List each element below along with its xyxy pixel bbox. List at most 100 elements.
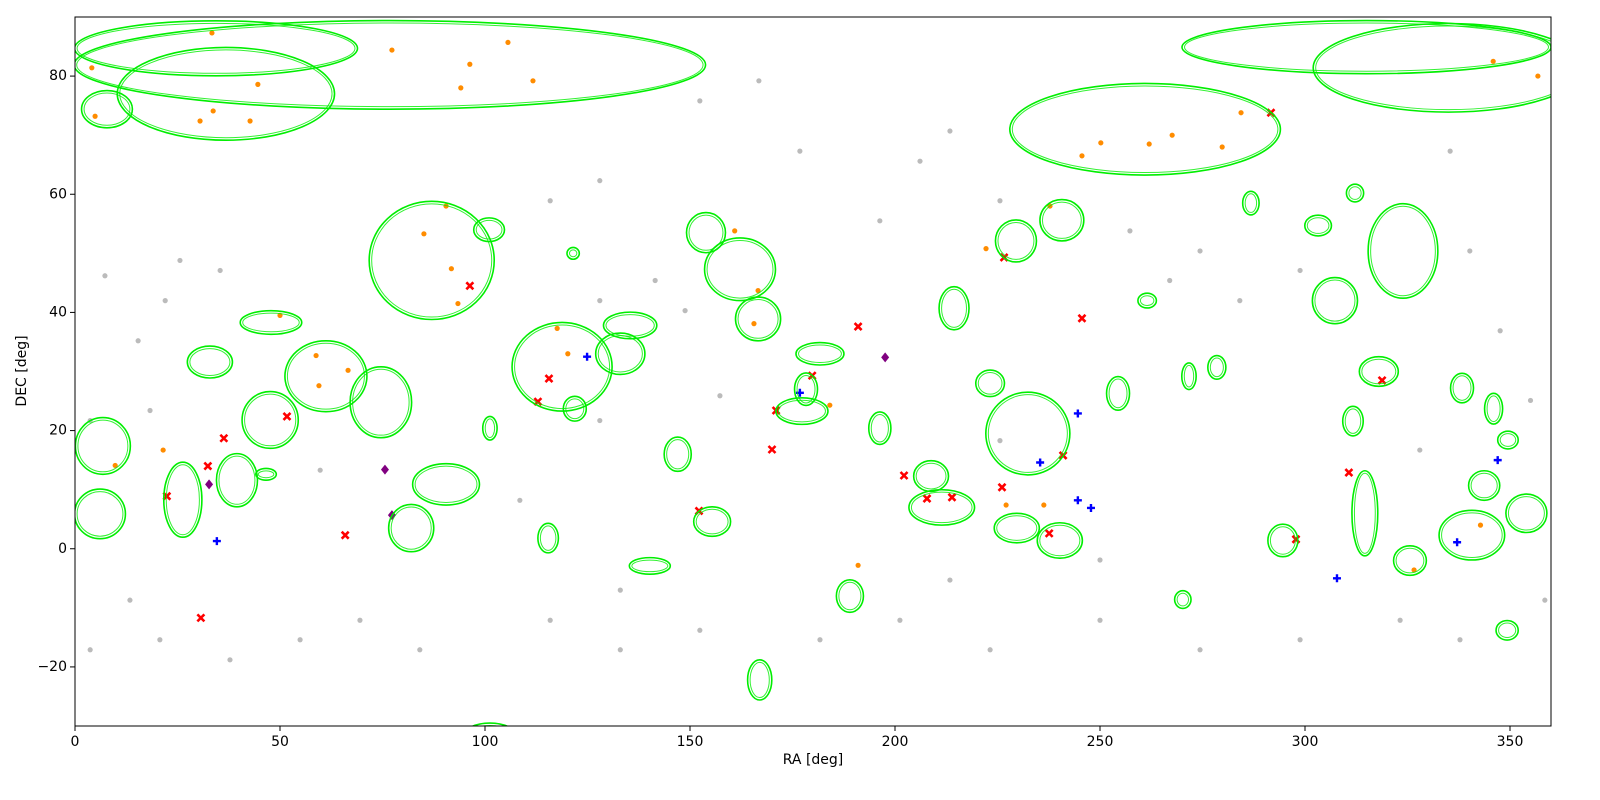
point: [177, 257, 183, 264]
y-tick-label: 80: [49, 68, 67, 84]
point: [389, 47, 395, 53]
region-ellipse: [566, 246, 581, 261]
region-ellipse: [472, 217, 506, 243]
cross-marker: [544, 374, 554, 384]
region-ellipse: [471, 722, 509, 726]
region-ellipse-inner: [1370, 205, 1436, 297]
x-tick-label: 150: [677, 734, 704, 750]
region-ellipse: [75, 19, 707, 110]
point: [797, 148, 803, 154]
point: [1527, 397, 1534, 404]
region-ellipse-inner: [1184, 22, 1549, 72]
region-ellipse-inner: [941, 288, 968, 328]
x-tick-label: 200: [882, 734, 909, 750]
region-ellipse: [511, 321, 613, 412]
region-ellipse: [215, 452, 259, 508]
region-ellipse: [239, 309, 303, 336]
cross-marker: [1344, 468, 1354, 477]
point: [697, 627, 703, 633]
region-ellipse: [116, 46, 336, 141]
region-ellipse-inner: [838, 581, 862, 611]
point: [1097, 557, 1103, 563]
region-ellipse: [1008, 82, 1282, 176]
point: [160, 447, 166, 453]
region-ellipse: [1105, 375, 1131, 411]
point: [162, 298, 168, 304]
region-ellipse-inner: [539, 525, 557, 551]
region-ellipse-inner: [165, 464, 200, 536]
region-ellipse-inner: [1314, 279, 1356, 322]
region-ellipse-inner: [1499, 433, 1517, 447]
point: [565, 351, 571, 357]
point: [1397, 617, 1403, 623]
region-ellipse-inner: [1183, 364, 1195, 388]
region-ellipse-inner: [76, 22, 704, 108]
region-ellipse-inner: [977, 372, 1003, 395]
plus-marker: [1332, 574, 1341, 583]
point: [756, 78, 762, 84]
point: [1169, 132, 1175, 138]
point: [455, 300, 461, 307]
point: [547, 617, 553, 623]
x-axis-label: RA [deg]: [783, 752, 844, 768]
region-ellipse-inner: [286, 342, 365, 410]
plus-marker: [1036, 458, 1045, 467]
point: [1098, 140, 1104, 146]
x-tick-label: 350: [1497, 734, 1524, 750]
region-ellipse-inner: [1441, 512, 1503, 558]
point: [127, 597, 133, 603]
point: [877, 218, 883, 224]
frame: [74, 16, 1552, 727]
region-ellipse-inner: [514, 324, 611, 410]
point: [421, 231, 427, 237]
point: [92, 113, 98, 119]
region-ellipse-inner: [706, 239, 774, 299]
region-ellipse: [746, 659, 773, 701]
point: [530, 78, 536, 84]
region-ellipse: [1438, 509, 1506, 561]
region-ellipse-inner: [910, 491, 973, 524]
point: [597, 417, 603, 424]
region-ellipse: [411, 462, 481, 506]
cross-marker: [203, 461, 213, 471]
region-ellipse: [685, 211, 727, 254]
point: [547, 198, 553, 204]
point: [316, 383, 322, 389]
region-ellipse: [562, 395, 588, 422]
region-ellipse: [75, 488, 127, 540]
point: [817, 637, 823, 643]
y-tick-label: 40: [49, 304, 67, 320]
region-ellipse-inner: [797, 344, 842, 364]
point: [947, 577, 953, 583]
x-tick-label: 50: [271, 734, 289, 750]
region-ellipse-inner: [1269, 526, 1296, 555]
region-ellipse-inner: [218, 455, 256, 505]
point: [617, 647, 623, 653]
point: [997, 198, 1003, 204]
region-ellipse: [162, 461, 203, 539]
region-ellipse-inner: [796, 374, 816, 404]
region-ellipse: [1312, 22, 1551, 113]
plus-marker: [1453, 538, 1462, 547]
point: [1490, 58, 1496, 64]
point: [1542, 597, 1548, 603]
point: [1146, 141, 1152, 147]
point: [1167, 277, 1173, 284]
point: [112, 462, 118, 469]
point: [732, 228, 738, 234]
region-ellipse-inner: [244, 393, 297, 447]
region-ellipse: [994, 219, 1038, 263]
region-ellipse-inner: [1315, 25, 1551, 111]
region-ellipse: [1207, 354, 1227, 380]
region-ellipse-inner: [597, 335, 643, 373]
region-ellipse-inner: [569, 249, 578, 258]
point: [1457, 637, 1463, 643]
region-ellipse: [1181, 19, 1551, 75]
diamond-marker: [380, 464, 389, 475]
region-ellipse-inner: [870, 413, 889, 443]
region-ellipse: [1358, 355, 1400, 388]
point: [897, 617, 903, 623]
plus-marker: [1493, 456, 1502, 465]
point: [458, 85, 464, 91]
point: [652, 277, 658, 284]
